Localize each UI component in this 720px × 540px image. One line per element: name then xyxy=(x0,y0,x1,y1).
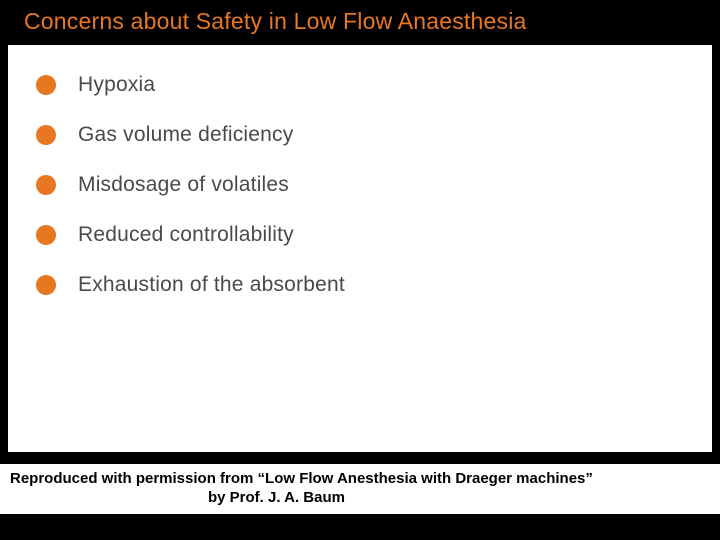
slide-title: Concerns about Safety in Low Flow Anaest… xyxy=(24,8,696,35)
bullet-icon xyxy=(36,75,56,95)
bullet-icon xyxy=(36,275,56,295)
slide-panel: Concerns about Safety in Low Flow Anaest… xyxy=(8,0,712,452)
bullet-text: Reduced controllability xyxy=(78,223,294,247)
bullet-icon xyxy=(36,125,56,145)
bullet-text: Exhaustion of the absorbent xyxy=(78,273,345,297)
bullet-icon xyxy=(36,175,56,195)
bullet-list: Hypoxia Gas volume deficiency Misdosage … xyxy=(8,45,712,297)
bullet-text: Hypoxia xyxy=(78,73,155,97)
list-item: Hypoxia xyxy=(36,73,692,97)
bullet-text: Misdosage of volatiles xyxy=(78,173,289,197)
list-item: Exhaustion of the absorbent xyxy=(36,273,692,297)
list-item: Reduced controllability xyxy=(36,223,692,247)
bullet-text: Gas volume deficiency xyxy=(78,123,293,147)
bullet-icon xyxy=(36,225,56,245)
attribution-line-1: Reproduced with permission from “Low Flo… xyxy=(8,470,712,489)
attribution-line-2: by Prof. J. A. Baum xyxy=(8,489,712,508)
list-item: Gas volume deficiency xyxy=(36,123,692,147)
attribution-strip: Reproduced with permission from “Low Flo… xyxy=(0,464,720,514)
title-bar: Concerns about Safety in Low Flow Anaest… xyxy=(8,0,712,45)
list-item: Misdosage of volatiles xyxy=(36,173,692,197)
